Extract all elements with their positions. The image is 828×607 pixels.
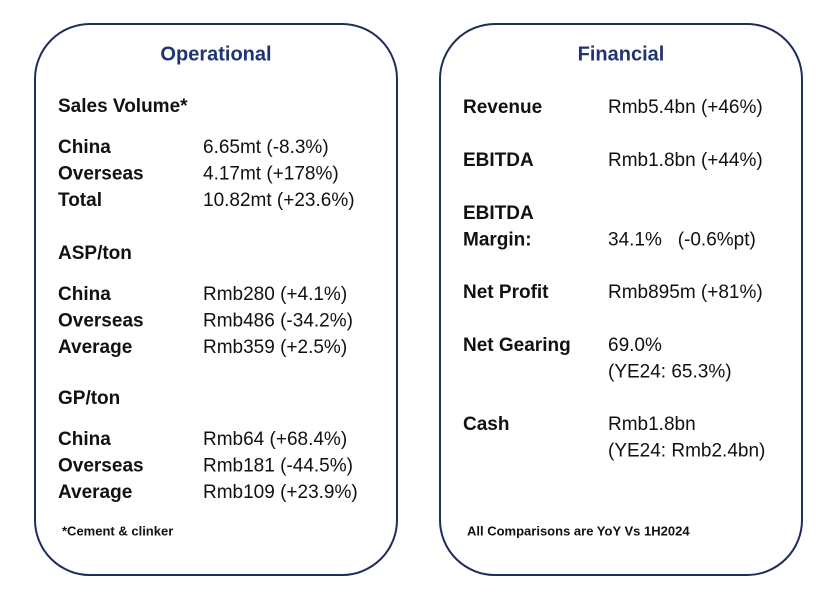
row-label: Net Profit xyxy=(463,282,549,303)
row-label: Net Gearing xyxy=(463,335,571,356)
row-label: Average xyxy=(58,482,132,503)
row-value: Rmb109 (+23.9%) xyxy=(203,482,358,503)
row-value: 10.82mt (+23.6%) xyxy=(203,190,355,211)
row-value: Rmb1.8bn (+44%) xyxy=(608,150,763,171)
row-label: Cash xyxy=(463,414,509,435)
row-value: 34.1% (-0.6%pt) xyxy=(608,230,756,251)
row-value: 6.65mt (-8.3%) xyxy=(203,137,329,158)
row-label: China xyxy=(58,429,111,450)
row-label: Margin: xyxy=(463,230,532,251)
row-value: Rmb280 (+4.1%) xyxy=(203,284,347,305)
financial-panel xyxy=(439,23,803,576)
row-label: Overseas xyxy=(58,456,144,477)
row-label: Total xyxy=(58,190,102,211)
row-label: EBITDA xyxy=(463,203,534,224)
footnote: All Comparisons are YoY Vs 1H2024 xyxy=(467,523,690,538)
section-heading: GP/ton xyxy=(58,388,120,409)
row-value: (YE24: Rmb2.4bn) xyxy=(608,441,765,462)
panel-title: Financial xyxy=(578,43,665,65)
row-value: Rmb895m (+81%) xyxy=(608,282,763,303)
operational-panel xyxy=(34,23,398,576)
section-heading: Sales Volume* xyxy=(58,96,188,117)
panel-title: Operational xyxy=(160,43,271,65)
row-value: Rmb181 (-44.5%) xyxy=(203,456,353,477)
row-value: Rmb359 (+2.5%) xyxy=(203,337,347,358)
row-label: Revenue xyxy=(463,97,542,118)
footnote: *Cement & clinker xyxy=(62,523,173,538)
row-value: Rmb5.4bn (+46%) xyxy=(608,97,763,118)
row-value: Rmb486 (-34.2%) xyxy=(203,311,353,332)
section-heading: ASP/ton xyxy=(58,243,132,264)
row-value: Rmb64 (+68.4%) xyxy=(203,429,347,450)
row-label: EBITDA xyxy=(463,150,534,171)
row-label: Overseas xyxy=(58,164,144,185)
row-value: 69.0% xyxy=(608,335,662,356)
row-label: Average xyxy=(58,337,132,358)
row-label: China xyxy=(58,137,111,158)
row-label: Overseas xyxy=(58,311,144,332)
row-value: (YE24: 65.3%) xyxy=(608,362,732,383)
row-label: China xyxy=(58,284,111,305)
row-value: 4.17mt (+178%) xyxy=(203,164,339,185)
row-value: Rmb1.8bn xyxy=(608,414,696,435)
